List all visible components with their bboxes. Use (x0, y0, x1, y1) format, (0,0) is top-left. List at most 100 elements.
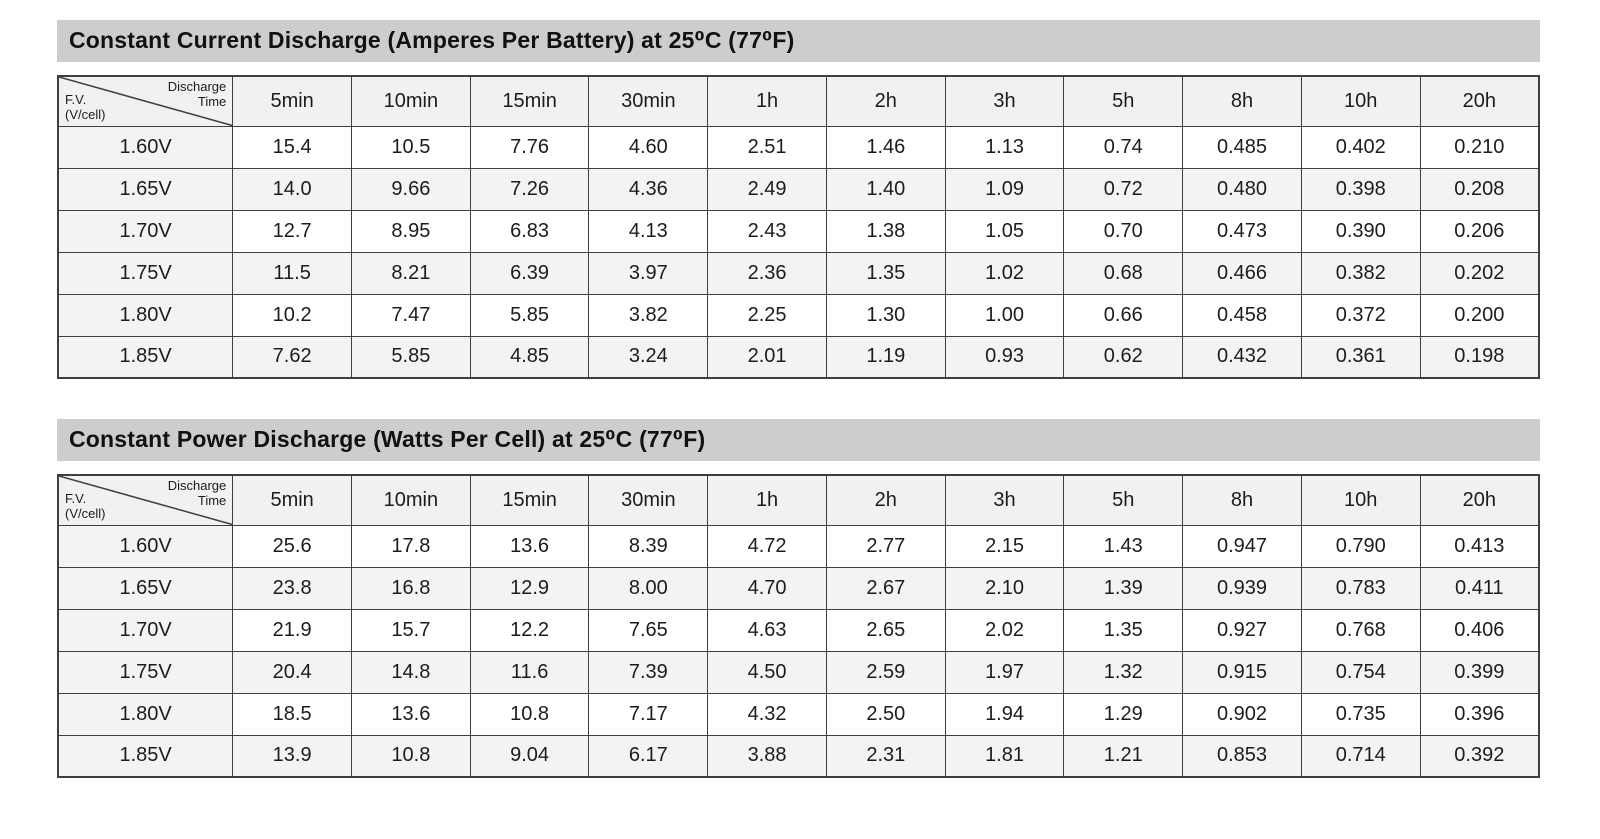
value-cell: 1.21 (1063, 734, 1184, 778)
row-label: 1.70V (57, 209, 234, 253)
value-cell: 0.390 (1300, 209, 1421, 253)
value-cell: 4.13 (588, 209, 709, 253)
value-cell: 7.65 (588, 608, 709, 652)
corner-fv-label: F.V. (V/cell) (65, 491, 106, 521)
value-cell: 0.382 (1300, 251, 1421, 295)
value-cell: 2.49 (707, 167, 827, 211)
value-cell: 0.466 (1182, 251, 1302, 295)
value-cell: 0.432 (1182, 335, 1302, 379)
value-cell: 15.7 (351, 608, 471, 652)
value-cell: 4.60 (588, 125, 709, 169)
value-cell: 6.83 (469, 209, 590, 253)
value-cell: 2.77 (825, 524, 946, 568)
value-cell: 13.6 (351, 692, 471, 736)
value-cell: 1.30 (825, 293, 946, 337)
value-cell: 4.72 (707, 524, 827, 568)
row-label: 1.65V (57, 167, 234, 211)
value-cell: 0.70 (1063, 209, 1184, 253)
value-cell: 3.82 (588, 293, 709, 337)
value-cell: 2.01 (707, 335, 827, 379)
value-cell: 7.17 (588, 692, 709, 736)
value-cell: 6.39 (469, 251, 590, 295)
value-cell: 5.85 (351, 335, 471, 379)
column-header-20h: 20h (1419, 474, 1540, 526)
row-label: 1.70V (57, 608, 234, 652)
value-cell: 1.05 (944, 209, 1065, 253)
column-header-30min: 30min (588, 75, 709, 127)
value-cell: 12.9 (469, 566, 590, 610)
column-header-30min: 30min (588, 474, 709, 526)
row-label: 1.80V (57, 293, 234, 337)
table-row: 1.85V 13.9 10.8 9.04 6.17 3.88 2.31 1.81 1.21 0.8… (57, 734, 1540, 778)
table-row: 1.60V 15.4 10.5 7.76 4.60 2.51 1.46 1.13 0.74 0.4… (57, 125, 1540, 169)
value-cell: 0.939 (1182, 566, 1302, 610)
value-cell: 1.19 (825, 335, 946, 379)
column-header-1h: 1h (707, 75, 827, 127)
value-cell: 11.5 (232, 251, 352, 295)
section-constant-current-discharge: Constant Current Discharge (Amperes Per … (57, 20, 1540, 379)
value-cell: 0.62 (1063, 335, 1184, 379)
value-cell: 1.46 (825, 125, 946, 169)
column-header-8h: 8h (1182, 474, 1302, 526)
value-cell: 0.754 (1300, 650, 1421, 694)
value-cell: 0.735 (1300, 692, 1421, 736)
header-row: Discharge Time F.V. (V/cell) 5min 10min 15… (57, 75, 1540, 127)
value-cell: 12.2 (469, 608, 590, 652)
value-cell: 0.399 (1419, 650, 1540, 694)
value-cell: 8.00 (588, 566, 709, 610)
column-header-5h: 5h (1063, 75, 1184, 127)
value-cell: 0.372 (1300, 293, 1421, 337)
value-cell: 0.66 (1063, 293, 1184, 337)
row-label: 1.85V (57, 734, 234, 778)
constant-current-title: Constant Current Discharge (Amperes Per … (69, 27, 795, 53)
constant-current-table: Discharge Time F.V. (V/cell) 5min 10min 15… (57, 75, 1540, 379)
value-cell: 0.206 (1419, 209, 1540, 253)
table-row: 1.80V 10.2 7.47 5.85 3.82 2.25 1.30 1.00 0.66 0.4… (57, 293, 1540, 337)
value-cell: 0.480 (1182, 167, 1302, 211)
value-cell: 18.5 (232, 692, 352, 736)
table-row: 1.85V 7.62 5.85 4.85 3.24 2.01 1.19 0.93 0.62 0.4… (57, 335, 1540, 379)
value-cell: 0.473 (1182, 209, 1302, 253)
value-cell: 10.8 (351, 734, 471, 778)
value-cell: 15.4 (232, 125, 352, 169)
value-cell: 2.02 (944, 608, 1065, 652)
value-cell: 7.76 (469, 125, 590, 169)
value-cell: 2.59 (825, 650, 946, 694)
value-cell: 7.39 (588, 650, 709, 694)
value-cell: 0.392 (1419, 734, 1540, 778)
value-cell: 7.62 (232, 335, 352, 379)
column-header-15min: 15min (469, 474, 590, 526)
value-cell: 8.95 (351, 209, 471, 253)
value-cell: 0.947 (1182, 524, 1302, 568)
value-cell: 0.485 (1182, 125, 1302, 169)
value-cell: 9.04 (469, 734, 590, 778)
value-cell: 7.47 (351, 293, 471, 337)
constant-power-table: Discharge Time F.V. (V/cell) 5min 10min 15… (57, 474, 1540, 778)
value-cell: 2.67 (825, 566, 946, 610)
value-cell: 0.790 (1300, 524, 1421, 568)
column-header-5h: 5h (1063, 474, 1184, 526)
value-cell: 11.6 (469, 650, 590, 694)
value-cell: 13.6 (469, 524, 590, 568)
value-cell: 0.406 (1419, 608, 1540, 652)
value-cell: 0.74 (1063, 125, 1184, 169)
corner-fv-label: F.V. (V/cell) (65, 92, 106, 122)
value-cell: 6.17 (588, 734, 709, 778)
constant-power-title-bar: Constant Power Discharge (Watts Per Cell… (57, 419, 1540, 461)
value-cell: 1.97 (944, 650, 1065, 694)
row-label: 1.85V (57, 335, 234, 379)
table-row: 1.80V 18.5 13.6 10.8 7.17 4.32 2.50 1.94 1.29 0.9… (57, 692, 1540, 736)
value-cell: 10.8 (469, 692, 590, 736)
table-row: 1.75V 20.4 14.8 11.6 7.39 4.50 2.59 1.97 1.32 0.9… (57, 650, 1540, 694)
value-cell: 0.361 (1300, 335, 1421, 379)
table-row: 1.70V 21.9 15.7 12.2 7.65 4.63 2.65 2.02 1.35 0.9… (57, 608, 1540, 652)
value-cell: 2.31 (825, 734, 946, 778)
value-cell: 1.29 (1063, 692, 1184, 736)
value-cell: 0.413 (1419, 524, 1540, 568)
value-cell: 0.198 (1419, 335, 1540, 379)
value-cell: 0.396 (1419, 692, 1540, 736)
table-row: 1.60V 25.6 17.8 13.6 8.39 4.72 2.77 2.15 1.43 0.9… (57, 524, 1540, 568)
corner-header-cell: Discharge Time F.V. (V/cell) (57, 75, 234, 127)
value-cell: 0.853 (1182, 734, 1302, 778)
value-cell: 4.85 (469, 335, 590, 379)
